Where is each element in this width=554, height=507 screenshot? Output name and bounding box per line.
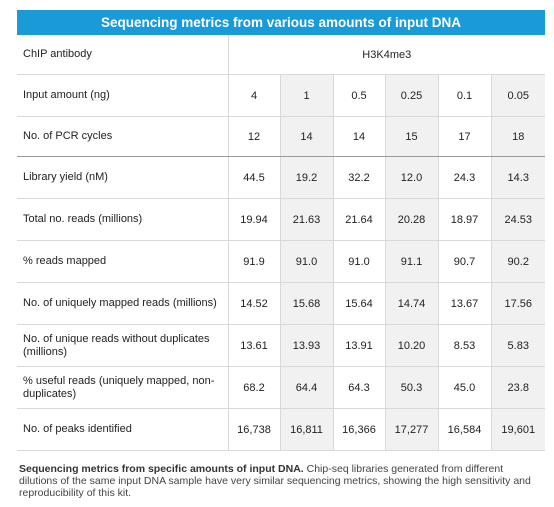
table-cell: 21.64 [333,198,386,241]
row-label: No. of PCR cycles [17,116,229,157]
table-cell: 13.93 [280,324,334,367]
table-cell: 17 [438,116,492,157]
row-label: Total no. reads (millions) [17,198,229,241]
table-cell: 14.52 [228,282,281,325]
table-cell: 10.20 [385,324,439,367]
table-cell: 13.61 [228,324,281,367]
row-label: % reads mapped [17,240,229,283]
table-cell: 4 [228,74,281,117]
table-cell: 68.2 [228,366,281,409]
table-row: % reads mapped 91.9 91.0 91.0 91.1 90.7 90.2 [17,240,546,283]
table-cell: 0.1 [438,74,492,117]
table-row: No. of unique reads without duplicates (… [17,324,546,367]
table-cell: 14.74 [385,282,439,325]
table-cell: 8.53 [438,324,492,367]
table-cell: 64.4 [280,366,334,409]
antibody-label: ChIP antibody [17,35,229,75]
table-cell: 14 [280,116,334,157]
row-label: Input amount (ng) [17,74,229,117]
table-cell: 21.63 [280,198,334,241]
table-row: No. of uniquely mapped reads (millions) 1… [17,282,546,325]
table-cell: 16,366 [333,408,386,451]
table-row: No. of peaks identified 16,738 16,811 16,36… [17,408,546,451]
table-cell: 15.68 [280,282,334,325]
table-title: Sequencing metrics from various amounts … [17,10,545,35]
table-cell: 18.97 [438,198,492,241]
table-cell: 14 [333,116,386,157]
table-cell: 90.7 [438,240,492,283]
table-cell: 91.9 [228,240,281,283]
antibody-value: H3K4me3 [228,35,546,75]
table-cell: 44.5 [228,156,281,199]
table-cell: 19.2 [280,156,334,199]
table-cell: 5.83 [491,324,546,367]
metrics-table: ChIP antibody H3K4me3 Input amount (ng) 4… [17,35,546,451]
row-label: Library yield (nM) [17,156,229,199]
table-cell: 12 [228,116,281,157]
caption-text: Chip-seq libraries generated from differ… [19,463,531,499]
table-cell: 91.0 [280,240,334,283]
table-cell: 19.94 [228,198,281,241]
table-row: Total no. reads (millions) 19.94 21.63 21.6… [17,198,546,241]
table-cell: 16,738 [228,408,281,451]
table-cell: 14.3 [491,156,546,199]
table-cell: 24.3 [438,156,492,199]
table-cell: 91.0 [333,240,386,283]
row-label: No. of unique reads without duplicates (… [17,324,229,367]
table-cell: 19,601 [491,408,546,451]
table-cell: 50.3 [385,366,439,409]
table-cell: 16,811 [280,408,334,451]
table-cell: 13.91 [333,324,386,367]
table-row-antibody: ChIP antibody H3K4me3 [17,35,546,75]
table-row: Input amount (ng) 4 1 0.5 0.25 0.1 0.05 [17,74,546,117]
table-row: Library yield (nM) 44.5 19.2 32.2 12.0 24.3 14… [17,156,546,199]
table-cell: 90.2 [491,240,546,283]
table-cell: 15.64 [333,282,386,325]
table-cell: 1 [280,74,334,117]
row-label: No. of uniquely mapped reads (millions) [17,282,229,325]
table-row: % useful reads (uniquely mapped, non-dup… [17,366,546,409]
table-cell: 12.0 [385,156,439,199]
table-cell: 64.3 [333,366,386,409]
table-cell: 20.28 [385,198,439,241]
table-cell: 15 [385,116,439,157]
row-label: % useful reads (uniquely mapped, non-dup… [17,366,229,409]
table-cell: 45.0 [438,366,492,409]
table-cell: 13.67 [438,282,492,325]
row-label: No. of peaks identified [17,408,229,451]
table-cell: 32.2 [333,156,386,199]
figure-caption: Sequencing metrics from specific amounts… [19,463,539,499]
table-cell: 17.56 [491,282,546,325]
table-cell: 0.05 [491,74,546,117]
metrics-table-body: ChIP antibody H3K4me3 Input amount (ng) 4… [17,35,546,451]
table-cell: 24.53 [491,198,546,241]
table-cell: 17,277 [385,408,439,451]
table-cell: 18 [491,116,546,157]
table-cell: 16,584 [438,408,492,451]
table-cell: 0.5 [333,74,386,117]
caption-bold: Sequencing metrics from specific amounts… [19,463,304,475]
table-cell: 23.8 [491,366,546,409]
table-row: No. of PCR cycles 12 14 14 15 17 18 [17,116,546,157]
table-cell: 0.25 [385,74,439,117]
metrics-figure: Sequencing metrics from various amounts … [17,10,546,451]
table-cell: 91.1 [385,240,439,283]
